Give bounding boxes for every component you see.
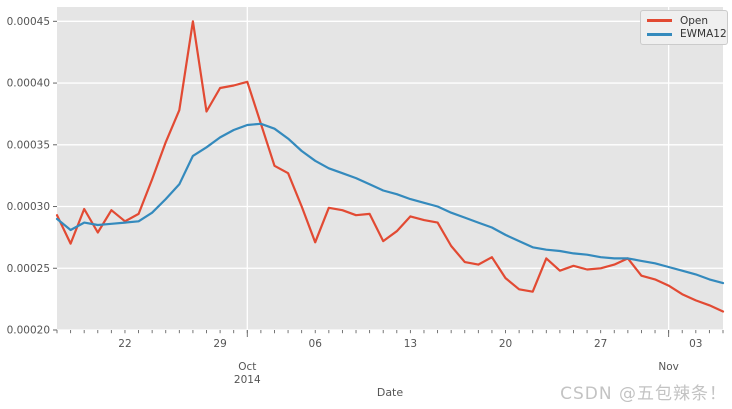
legend-entry-ewma12: EWMA12 — [647, 29, 727, 40]
x-week-tick-label: 20 — [499, 338, 512, 350]
plot-area — [57, 7, 723, 330]
legend-swatch-open-line — [647, 19, 672, 23]
ewma12-line-series — [55, 122, 725, 285]
legend-label-ewma12: EWMA12 — [680, 28, 727, 40]
x-month-label: Oct — [238, 361, 256, 373]
csdn-watermark: CSDN @五包辣条！ — [560, 384, 727, 404]
x-year-label: 2014 — [234, 374, 261, 386]
x-week-tick-label: 27 — [594, 338, 607, 350]
y-tick-label: 0.00020 — [7, 325, 50, 337]
open-line-series — [55, 20, 725, 313]
x-week-tick-label: 03 — [689, 338, 702, 350]
y-tick-label: 0.00045 — [7, 16, 50, 28]
legend-entry-open: Open — [647, 14, 721, 27]
x-month-label: Nov — [658, 361, 679, 373]
x-week-tick-label: 06 — [309, 338, 323, 350]
x-axis-title: Date — [376, 386, 404, 399]
y-tick-label: 0.00040 — [7, 78, 50, 90]
legend-label-open: Open — [680, 14, 709, 27]
y-tick-label: 0.00035 — [7, 139, 50, 151]
y-tick-label: 0.00025 — [7, 263, 50, 275]
legend: Open EWMA12 — [640, 10, 728, 45]
y-tick-label: 0.00030 — [7, 201, 50, 213]
x-week-tick-label: 22 — [118, 338, 131, 350]
x-week-tick-label: 29 — [213, 338, 226, 350]
legend-swatch-ewma12-line — [647, 32, 672, 36]
x-week-tick-label: 13 — [404, 338, 417, 350]
